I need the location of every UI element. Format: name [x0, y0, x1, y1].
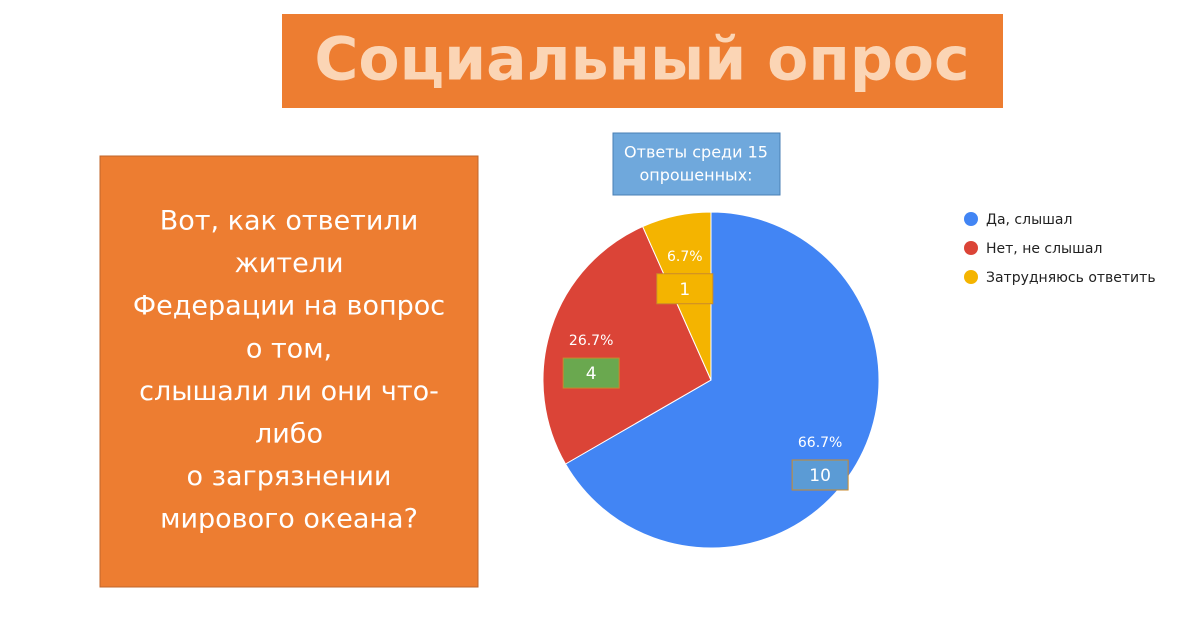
value-box — [791, 459, 849, 491]
question-box — [99, 155, 479, 588]
question-line: жители — [234, 248, 343, 279]
question-line: слышали ли они что- — [139, 376, 439, 407]
legend-label: Да, слышал — [986, 212, 1072, 228]
percent-label: 66.7% — [798, 435, 842, 451]
value-label: 1 — [679, 280, 690, 300]
legend-swatch — [964, 270, 978, 284]
value-label: 4 — [586, 364, 597, 384]
percent-label: 26.7% — [569, 333, 613, 349]
question-line: либо — [255, 419, 323, 450]
value-box — [562, 357, 620, 389]
chart-title: Ответы среди 15 — [624, 143, 768, 162]
slide-title: Социальный опрос — [314, 25, 969, 95]
chart-title-box — [612, 132, 781, 196]
question-line: мирового океана? — [160, 504, 418, 535]
legend-swatch — [964, 241, 978, 255]
legend-swatch — [964, 212, 978, 226]
question-line: о загрязнении — [187, 461, 392, 492]
value-label: 10 — [809, 466, 831, 486]
chart-title: опрошенных: — [639, 166, 752, 185]
legend-label: Затрудняюсь ответить — [986, 270, 1156, 286]
title-box — [282, 14, 1003, 108]
question-line: о том, — [246, 333, 332, 364]
question-line: Вот, как ответили — [160, 206, 419, 237]
percent-label: 6.7% — [667, 249, 703, 265]
value-box — [656, 273, 714, 305]
question-line: Федерации на вопрос — [133, 291, 445, 322]
legend-label: Нет, не слышал — [986, 241, 1102, 257]
